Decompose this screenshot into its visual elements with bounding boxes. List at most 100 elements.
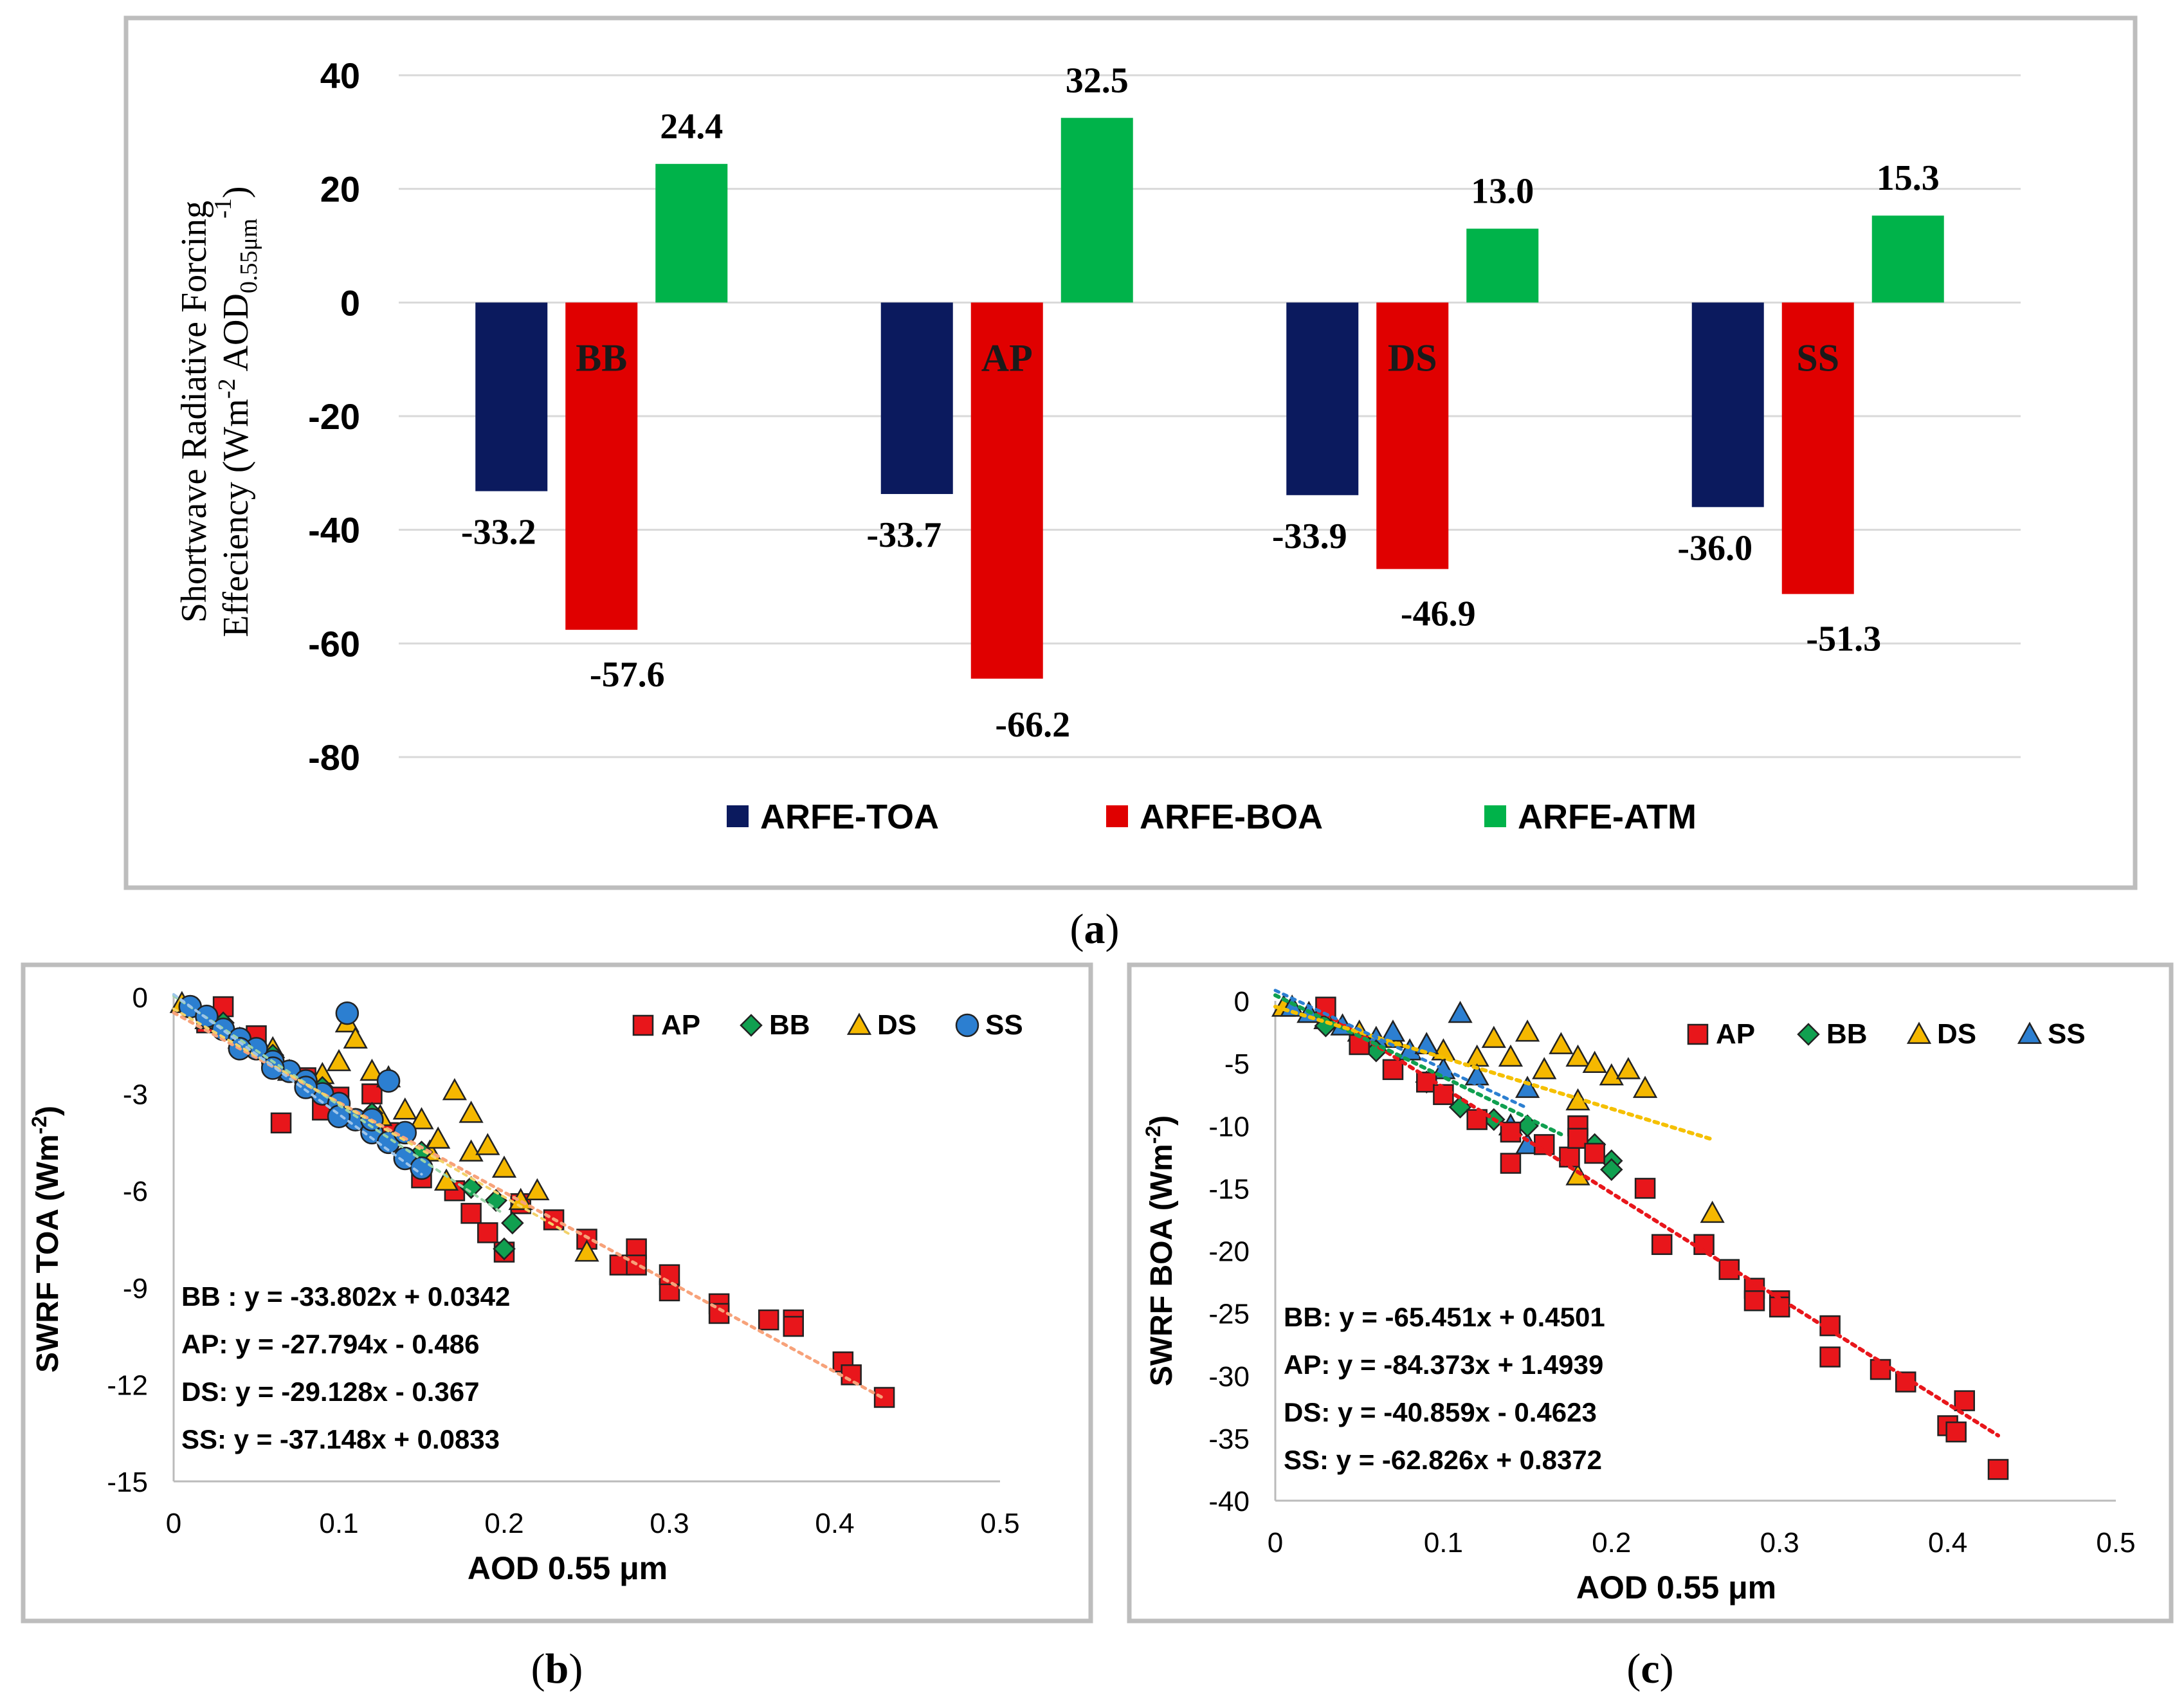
legend-marker-ds <box>1906 1021 1932 1044</box>
x-tick-label: 0.4 <box>1928 1527 1967 1559</box>
panel-a-ylabel-sub: 0.55μm <box>235 219 262 293</box>
panel-a-ylabel-line2: Effeciency (Wm-2 AOD0.55μm-1) <box>210 186 262 637</box>
data-label-arfe-atm-ss: 15.3 <box>1877 158 1940 198</box>
y-tick-label: -12 <box>107 1369 148 1401</box>
point-ss <box>1464 1063 1489 1086</box>
data-label-arfe-boa-ds: -46.9 <box>1401 594 1476 634</box>
y-tick-label: -6 <box>123 1176 148 1207</box>
y-tick-label: 20 <box>320 169 360 210</box>
y-axis-title: SWRF BOA (Wm-2) <box>1142 1115 1179 1386</box>
point-ap <box>1466 1109 1488 1130</box>
y-tick-label: -60 <box>308 623 360 664</box>
point-bb <box>1600 1158 1623 1182</box>
point-ds <box>1700 1200 1725 1223</box>
regression-equation: SS: y = -37.148x + 0.0833 <box>181 1424 500 1454</box>
point-ap <box>783 1315 804 1337</box>
y-tick-label: -3 <box>123 1079 148 1111</box>
point-ap <box>659 1264 680 1285</box>
panel-a-ylabel-line1: Shortwave Radiative Forcing <box>174 201 214 623</box>
legend-marker-ds <box>846 1012 872 1035</box>
x-tick-label: 0.1 <box>319 1508 358 1539</box>
x-tick-label: 0.3 <box>1760 1527 1799 1559</box>
category-label-bb: BB <box>576 336 627 379</box>
point-bb <box>501 1211 524 1235</box>
point-ap <box>1945 1421 1967 1443</box>
point-ap <box>1743 1290 1765 1312</box>
point-ds <box>1615 1057 1641 1079</box>
y-tick-label: -30 <box>1208 1361 1250 1393</box>
x-tick-label: 0.4 <box>815 1508 854 1539</box>
legend-label-ds: DS <box>1937 1018 1976 1050</box>
y-tick-label: -40 <box>308 510 360 551</box>
legend-swatch-arfe-boa <box>1106 805 1128 827</box>
x-tick-label: 0 <box>1268 1527 1283 1559</box>
trendline-bb <box>172 994 505 1216</box>
point-ds <box>1565 1163 1590 1185</box>
x-axis-title: AOD 0.55 μm <box>1576 1569 1776 1606</box>
legend-label-ap: AP <box>661 1009 700 1041</box>
point-ap <box>873 1387 895 1408</box>
panel-b-frame <box>21 962 1093 1624</box>
bar-arfe-atm-ds <box>1466 228 1539 303</box>
x-tick-label: 0 <box>166 1508 181 1539</box>
regression-equation: AP: y = -84.373x + 1.4939 <box>1284 1350 1603 1380</box>
y-tick-label: -15 <box>107 1467 148 1498</box>
bar-arfe-atm-ap <box>1060 118 1133 303</box>
data-label-arfe-toa-bb: -33.2 <box>461 513 536 553</box>
point-ss <box>1380 1019 1406 1042</box>
bar-arfe-boa-ap <box>970 302 1043 679</box>
y-tick-label: -9 <box>123 1273 148 1304</box>
panel-a-ylabel-mid: AOD <box>216 293 256 378</box>
legend-label-ds: DS <box>877 1009 916 1041</box>
point-ds <box>1498 1044 1524 1067</box>
legend-marker-bb <box>740 1014 763 1037</box>
trendline-bb <box>1273 993 1563 1137</box>
trendline-ss <box>1273 989 1529 1110</box>
x-tick-label: 0.5 <box>980 1508 1019 1539</box>
trendline-ap <box>1324 1012 2001 1438</box>
y-tick-label: 0 <box>1234 986 1250 1018</box>
point-ap <box>1954 1390 1975 1411</box>
point-ap <box>758 1309 779 1331</box>
data-label-arfe-toa-ds: -33.9 <box>1272 517 1347 556</box>
x-tick-label: 0.1 <box>1424 1527 1463 1559</box>
x-tick-label: 0.2 <box>1592 1527 1631 1559</box>
trendline-ss <box>172 993 423 1176</box>
legend-label-arfe-toa: ARFE-TOA <box>760 798 939 836</box>
legend-label-ss: SS <box>985 1009 1023 1041</box>
point-ap <box>477 1222 498 1243</box>
point-ds <box>1582 1050 1607 1073</box>
point-ap <box>841 1364 862 1386</box>
y-tick-label: -10 <box>1208 1111 1250 1142</box>
bar-arfe-boa-ss <box>1781 302 1854 594</box>
point-ss <box>410 1156 433 1180</box>
point-ap <box>626 1254 647 1276</box>
point-ds <box>525 1178 550 1201</box>
point-ds <box>1532 1057 1557 1079</box>
bar-arfe-toa-ss <box>1691 302 1764 508</box>
legend-label-ss: SS <box>2048 1018 2086 1050</box>
bar-arfe-toa-bb <box>475 302 548 491</box>
category-label-ds: DS <box>1388 336 1437 379</box>
y-tick-label: -25 <box>1208 1299 1250 1330</box>
data-label-arfe-toa-ap: -33.7 <box>866 515 942 555</box>
y-axis-title: SWRF TOA (Wm-2) <box>28 1106 65 1373</box>
y-tick-label: -20 <box>1208 1236 1250 1268</box>
y-tick-label: -15 <box>1208 1173 1250 1205</box>
x-tick-label: 0.2 <box>484 1508 523 1539</box>
legend-label-bb: BB <box>769 1009 810 1041</box>
point-ds <box>392 1097 417 1120</box>
data-label-arfe-boa-ss: -51.3 <box>1806 619 1881 659</box>
x-tick-label: 0.5 <box>2096 1527 2135 1559</box>
y-tick-label: -40 <box>1208 1486 1250 1517</box>
point-bb <box>493 1237 516 1261</box>
panel-a-bar-chart: -33.2 -57.6 24.4 BB -33.7 -66.2 32.5 AP -33.9 -46… <box>123 15 2138 890</box>
panel-c-frame <box>1127 962 2174 1624</box>
point-ds <box>475 1133 500 1155</box>
data-label-arfe-atm-ds: 13.0 <box>1471 172 1534 212</box>
y-tick-label: 0 <box>340 282 360 323</box>
data-label-arfe-atm-bb: 24.4 <box>660 107 723 147</box>
panel-a-caption: (a) <box>1070 906 1120 953</box>
point-ds <box>1549 1032 1574 1054</box>
